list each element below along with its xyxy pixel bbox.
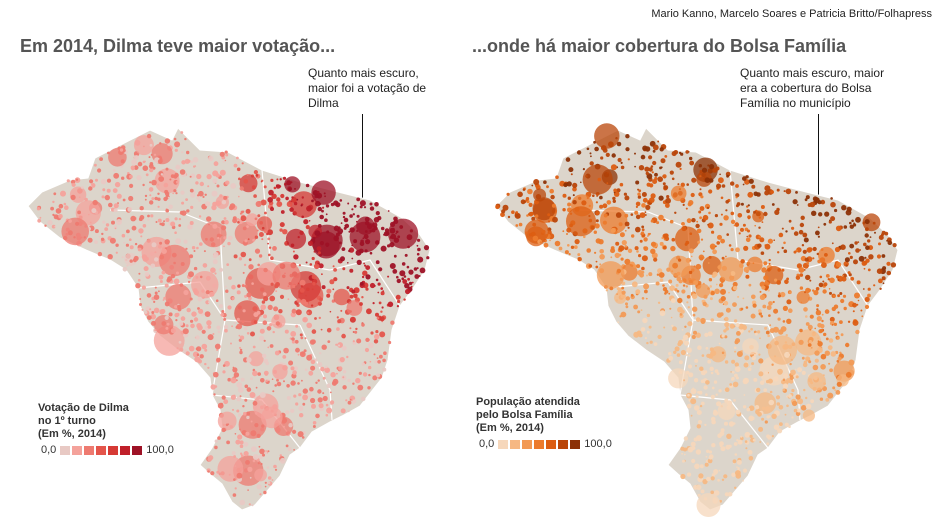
left-legend-swatch <box>59 444 72 456</box>
left-legend-swatch <box>119 444 132 456</box>
right-map-title: ...onde há maior cobertura do Bolsa Famí… <box>472 36 847 56</box>
left-legend-swatch <box>107 444 120 456</box>
right-legend-swatch <box>545 438 558 450</box>
right-callout-leader-line <box>818 114 819 232</box>
right-legend-swatch <box>497 438 510 450</box>
right-legend-swatch <box>557 438 570 450</box>
state-border <box>211 319 226 396</box>
state-border <box>577 209 689 229</box>
left-legend-title-line-2: no 1º turno <box>38 415 96 427</box>
left-legend-swatches <box>59 444 144 456</box>
right-legend-swatch <box>521 438 534 450</box>
left-callout-leader-line <box>362 114 363 206</box>
right-legend-swatch <box>509 438 522 450</box>
left-legend-swatch <box>95 444 108 456</box>
left-legend-swatch <box>83 444 96 456</box>
right-legend-swatch <box>569 438 582 450</box>
left-legend-swatch <box>71 444 84 456</box>
right-legend-swatch <box>533 438 546 450</box>
right-legend-title-line-3: (Em %, 2014) <box>476 422 544 434</box>
left-legend-title-line-1: Votação de Dilma <box>38 402 129 414</box>
right-legend-min: 0,0 <box>479 438 495 450</box>
left-legend-swatch <box>131 444 144 456</box>
right-legend-title-line-2: pelo Bolsa Família <box>476 409 573 421</box>
right-legend-swatches <box>497 438 582 450</box>
left-map-title: Em 2014, Dilma teve maior votação... <box>20 36 336 56</box>
right-legend-title-line-1: População atendida <box>476 396 580 408</box>
municipality-circles <box>36 131 430 507</box>
left-brazil-vote-map <box>27 127 431 511</box>
left-legend-max: 100,0 <box>146 444 174 456</box>
state-border <box>605 281 694 321</box>
credit-line: Mario Kanno, Marcelo Soares e Patricia B… <box>651 8 932 20</box>
left-map-callout: Quanto mais escuro, maior foi a votação … <box>308 66 427 110</box>
left-legend-min: 0,0 <box>41 444 57 456</box>
right-map-callout: Quanto mais escuro, maior era a cobertur… <box>740 66 885 110</box>
state-border <box>797 259 869 307</box>
right-map-legend: População atendida pelo Bolsa Família (E… <box>476 396 615 450</box>
right-brazil-bolsa-familia-map <box>495 123 899 517</box>
left-legend-title-line-3: (Em %, 2014) <box>38 428 106 440</box>
state-border <box>329 259 401 307</box>
left-map-legend: Votação de Dilma no 1º turno (Em %, 2014… <box>38 402 177 456</box>
right-legend-max: 100,0 <box>584 438 612 450</box>
municipality-circles <box>495 123 897 517</box>
